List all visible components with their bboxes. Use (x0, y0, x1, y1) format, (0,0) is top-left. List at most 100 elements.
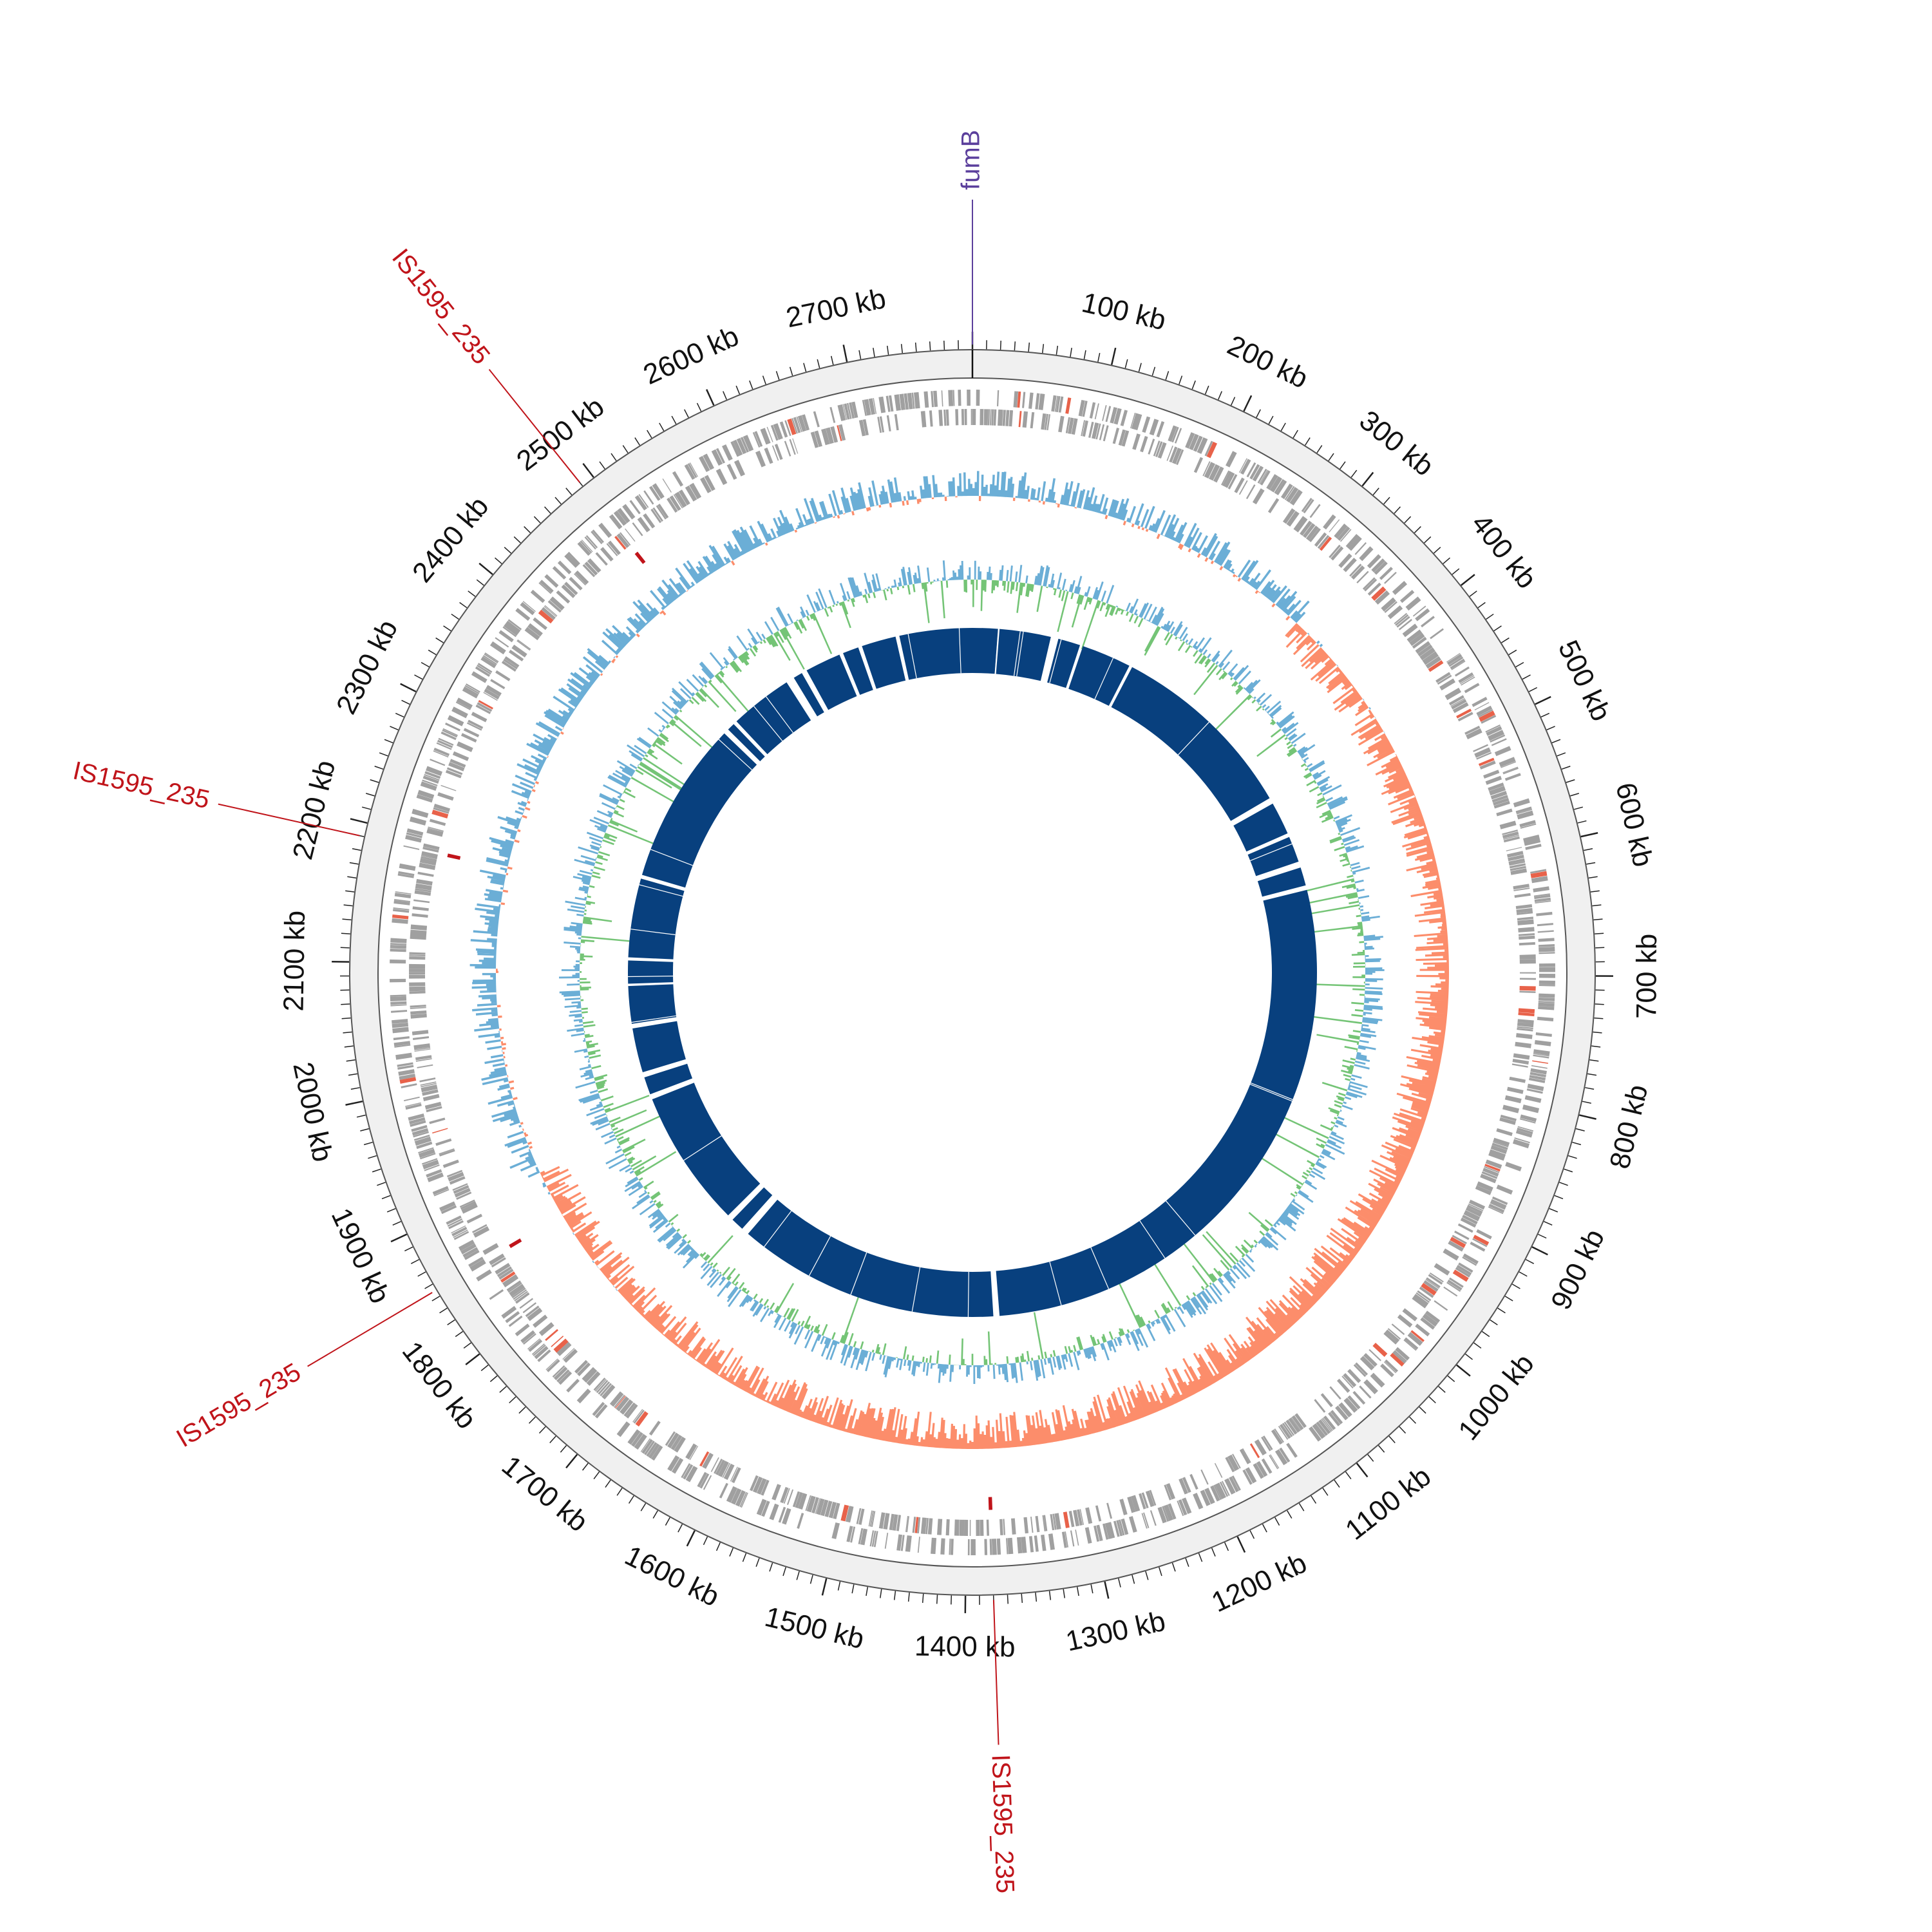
minor-tick (1372, 488, 1379, 495)
block-separator (639, 884, 683, 897)
tick-label: 2200 kb (287, 757, 341, 863)
minor-tick (1076, 1587, 1079, 1596)
minor-tick (1350, 469, 1358, 478)
tick-label: 100 kb (1079, 287, 1169, 336)
feature-annotations: fumB IS1595_235 IS1595_235 IS1595_235 IS1595… (70, 130, 1019, 1894)
minor-tick (582, 1463, 589, 1471)
tick-label: 1100 kb (1340, 1461, 1437, 1546)
minor-tick (1452, 568, 1460, 575)
minor-tick (1280, 422, 1286, 431)
minor-tick (1477, 601, 1486, 609)
minor-tick (696, 402, 702, 412)
minor-tick (1159, 1567, 1162, 1577)
minor-tick (544, 506, 551, 514)
tick-label: 1500 kb (762, 1601, 867, 1655)
minor-tick (368, 1155, 377, 1159)
minor-tick (943, 340, 945, 350)
minor-tick (463, 1342, 471, 1349)
minor-tick (1557, 752, 1566, 757)
block-separator (763, 1210, 792, 1247)
minor-tick (900, 344, 903, 354)
minor-tick (480, 1365, 489, 1372)
major-tick (465, 1353, 480, 1366)
minor-tick (518, 1406, 526, 1414)
feature-leader-line (218, 803, 360, 837)
minor-tick (340, 947, 350, 949)
minor-tick (468, 591, 476, 597)
minor-tick (348, 1073, 357, 1076)
minor-tick (1540, 712, 1550, 717)
minor-tick (1249, 1530, 1255, 1539)
block-separator (1166, 1200, 1196, 1236)
minor-tick (439, 1307, 448, 1314)
minor-tick (431, 1296, 440, 1302)
tick-label: 2500 kb (511, 391, 610, 477)
minor-tick (1151, 366, 1156, 376)
minor-tick (343, 1031, 352, 1034)
minor-tick (936, 1595, 938, 1604)
major-tick (842, 345, 848, 363)
minor-tick (421, 661, 430, 668)
block-separator (1250, 1084, 1293, 1102)
minor-tick (374, 766, 384, 770)
minor-tick (837, 1581, 841, 1591)
minor-tick (866, 1587, 869, 1596)
minor-tick (1063, 1589, 1065, 1598)
minor-tick (1577, 820, 1587, 824)
minor-tick (1097, 352, 1101, 362)
block-separator (967, 1271, 969, 1317)
minor-tick (1124, 359, 1128, 368)
major-tick (478, 562, 493, 575)
major-tick (1243, 395, 1253, 412)
minor-tick (1118, 1578, 1121, 1587)
minor-tick (1340, 461, 1346, 469)
minor-tick (1428, 1396, 1436, 1404)
minor-tick (455, 1331, 464, 1338)
minor-tick (528, 1416, 536, 1424)
minor-tick (384, 739, 393, 744)
minor-tick (782, 1567, 786, 1577)
minor-tick (1367, 1454, 1374, 1462)
minor-tick (1589, 1059, 1599, 1062)
block-separator (1250, 843, 1293, 862)
minor-tick (1593, 918, 1603, 921)
minor-tick (1021, 1593, 1023, 1604)
minor-tick (1224, 1542, 1229, 1551)
minor-tick (1447, 1375, 1455, 1383)
block-separator (858, 647, 874, 690)
minor-tick (377, 1182, 386, 1186)
minor-tick (395, 712, 404, 717)
minor-tick (1546, 726, 1555, 730)
minor-tick (1591, 1045, 1601, 1048)
minor-tick (1554, 1195, 1564, 1200)
minor-tick (1191, 380, 1196, 390)
block-separator (1250, 1083, 1293, 1100)
gene-features (390, 390, 1555, 1556)
minor-tick (1218, 391, 1222, 400)
minor-tick (640, 1502, 647, 1511)
minor-tick (1433, 547, 1441, 554)
minor-tick (344, 1045, 354, 1048)
minor-tick (886, 345, 889, 355)
minor-tick (360, 1128, 370, 1132)
minor-tick (1328, 453, 1334, 461)
minor-tick (350, 1087, 360, 1090)
minor-tick (1528, 687, 1538, 692)
minor-tick (352, 848, 361, 851)
block-separator (631, 1015, 676, 1023)
minor-tick (1394, 506, 1401, 514)
minor-tick (1378, 1444, 1385, 1453)
minor-tick (345, 890, 355, 893)
tick-label: 1900 kb (325, 1204, 396, 1309)
gene-track (390, 390, 1555, 1556)
minor-tick (1305, 437, 1311, 446)
tick-label: 1800 kb (396, 1336, 483, 1435)
minor-tick (858, 350, 862, 359)
minor-tick (1262, 1524, 1267, 1533)
minor-tick (652, 1510, 658, 1519)
minor-tick (755, 1558, 760, 1567)
minor-tick (1570, 793, 1580, 797)
ideogram-inner-edge (377, 377, 1567, 1567)
minor-tick (1501, 637, 1510, 643)
minor-tick (789, 366, 793, 376)
